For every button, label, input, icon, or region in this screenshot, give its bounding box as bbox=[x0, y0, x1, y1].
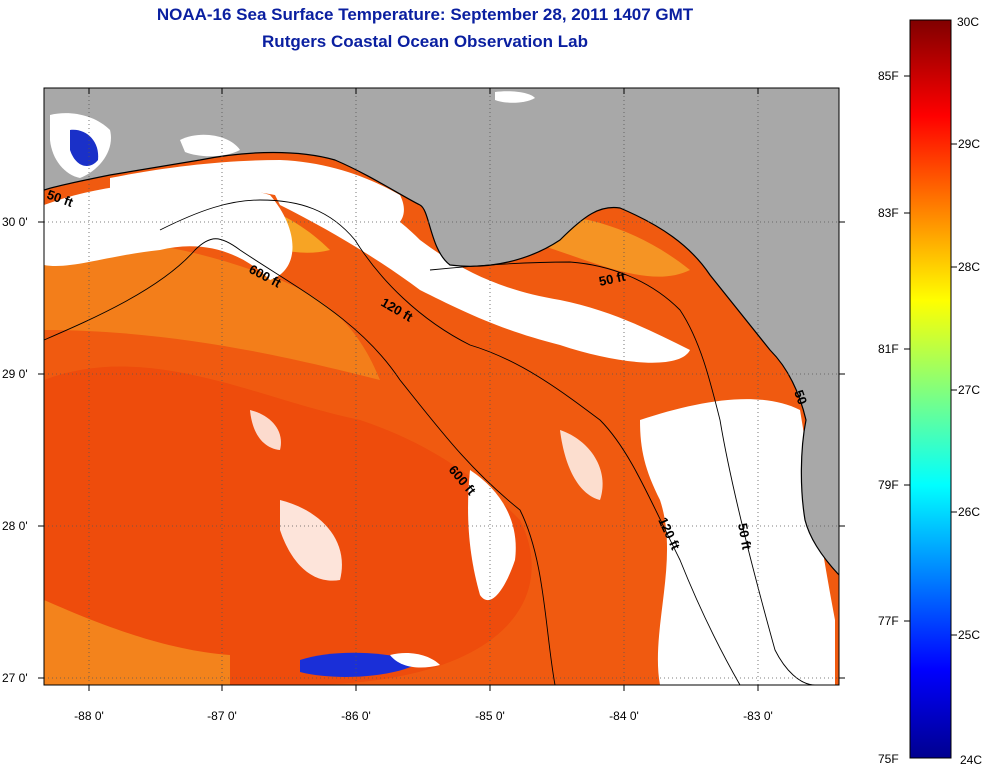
map-subtitle: Rutgers Coastal Ocean Observation Lab bbox=[262, 32, 588, 51]
colorbar-f-label: 77F bbox=[878, 614, 899, 628]
map-title: NOAA-16 Sea Surface Temperature: Septemb… bbox=[156, 5, 694, 24]
colorbar-c-label: 24C bbox=[960, 753, 982, 767]
contour-label: 50 ft bbox=[598, 269, 628, 289]
contour-600ft bbox=[44, 238, 556, 685]
cloud-patch bbox=[44, 182, 293, 280]
y-tick-label: 27 0' bbox=[2, 671, 28, 685]
contour-label: 50 ft bbox=[735, 522, 755, 552]
colorbar-c-label: 29C bbox=[958, 137, 980, 151]
axis-ticks bbox=[38, 88, 845, 691]
y-tick-label: 29 0' bbox=[2, 367, 28, 381]
cloud-patch bbox=[468, 470, 516, 601]
map-frame bbox=[43, 87, 840, 686]
cold-patch bbox=[70, 129, 99, 166]
colorbar-f-label: 81F bbox=[878, 342, 899, 356]
coastline bbox=[44, 151, 839, 576]
y-tick-label: 28 0' bbox=[2, 519, 28, 533]
colorbar-c-label: 28C bbox=[958, 260, 980, 274]
x-tick-label: -84 0' bbox=[609, 709, 639, 723]
land bbox=[44, 88, 839, 575]
colorbar bbox=[909, 19, 952, 759]
colorbar-c-label: 26C bbox=[958, 505, 980, 519]
contour-120ft bbox=[159, 199, 741, 685]
contour-label: 50 bbox=[791, 388, 810, 407]
cooler-band bbox=[44, 241, 380, 380]
cold-patch bbox=[300, 652, 420, 677]
x-tick-label: -87 0' bbox=[207, 709, 237, 723]
map-panel bbox=[44, 88, 839, 685]
x-tick-label: -85 0' bbox=[475, 709, 505, 723]
contour-50ft bbox=[429, 261, 816, 685]
colorbar-f-label: 83F bbox=[878, 206, 899, 220]
graticule bbox=[44, 88, 839, 685]
colorbar-f-label: 85F bbox=[878, 69, 899, 83]
colorbar-c-label: 27C bbox=[958, 383, 980, 397]
colorbar-c-label: 25C bbox=[958, 628, 980, 642]
y-tick-label: 30 0' bbox=[2, 215, 28, 229]
x-tick-label: -83 0' bbox=[743, 709, 773, 723]
colorbar-f-label: 79F bbox=[878, 478, 899, 492]
cloud-patch bbox=[640, 399, 835, 685]
colorbar-c-label: 30C bbox=[957, 15, 979, 29]
colorbar-f-label: 75F bbox=[878, 752, 899, 766]
x-tick-label: -88 0' bbox=[74, 709, 104, 723]
x-tick-label: -86 0' bbox=[341, 709, 371, 723]
